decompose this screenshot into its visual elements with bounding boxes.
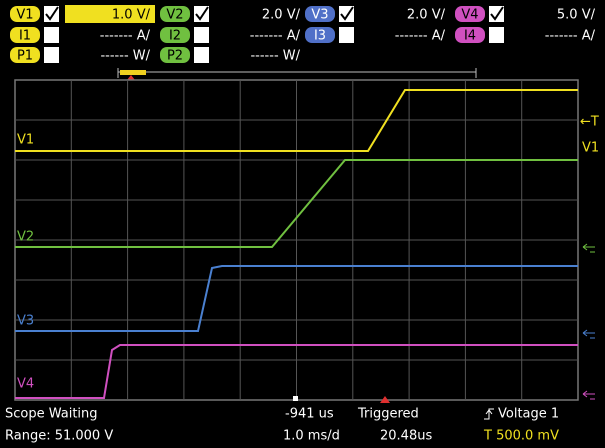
channel-badge xyxy=(10,47,40,63)
channel-checkbox xyxy=(489,27,504,43)
channel-scale: ------- A/ xyxy=(100,29,151,44)
scale-highlight xyxy=(65,5,155,23)
channel-checkbox xyxy=(339,27,354,43)
trace-label: V1 xyxy=(17,133,34,148)
channel-checkbox xyxy=(194,47,209,63)
channel-label: I4 xyxy=(464,29,476,44)
trace-label: V4 xyxy=(17,377,34,392)
trigger-source: Voltage 1 xyxy=(498,407,559,422)
trigger-pos xyxy=(127,75,135,80)
checkmark xyxy=(340,6,354,21)
trigger-state: Triggered xyxy=(357,407,419,422)
ground-marker xyxy=(582,243,595,253)
checkmark xyxy=(45,6,59,21)
trace-label: V2 xyxy=(17,230,34,245)
channel-label: I3 xyxy=(314,29,326,44)
channel-checkbox xyxy=(194,27,209,43)
trigger-marker-bottom xyxy=(380,396,390,403)
channel-badge xyxy=(160,27,190,43)
traces xyxy=(15,89,578,399)
trace-v3 xyxy=(15,265,578,332)
status-timebase: 1.0 ms/d xyxy=(283,429,340,444)
channel-label: I1 xyxy=(19,29,31,44)
channel-label: V1 xyxy=(16,8,33,23)
channel-scale: ------- A/ xyxy=(250,29,301,44)
channel-badge xyxy=(10,6,40,22)
channel-badge xyxy=(455,6,485,22)
trace-v1 xyxy=(15,89,578,152)
channel-scale: ------ W/ xyxy=(250,49,300,64)
channel-scale: ------ W/ xyxy=(100,49,150,64)
channel-scale: 1.0 V/ xyxy=(112,8,151,23)
channel-scale: 2.0 V/ xyxy=(262,8,301,23)
channel-label: P1 xyxy=(17,49,33,64)
checkmark xyxy=(195,6,209,21)
channel-badge xyxy=(160,6,190,22)
channel-checkbox xyxy=(44,27,59,43)
channel-badge xyxy=(10,27,40,43)
edge-icon xyxy=(484,408,494,420)
trigger-level: T 500.0 mV xyxy=(483,429,559,444)
channel-label: I2 xyxy=(169,29,181,44)
channel-badge xyxy=(305,6,335,22)
channel-label: V2 xyxy=(166,8,183,23)
status-state: Scope Waiting xyxy=(5,407,98,422)
status-offset: -941 us xyxy=(285,407,334,422)
trigger-marker: ←T xyxy=(580,115,599,130)
channel-scale: ------- A/ xyxy=(545,29,596,44)
channel-badge xyxy=(305,27,335,43)
trigger-time: 20.48us xyxy=(380,429,432,444)
trace-v4 xyxy=(15,344,578,399)
trace-label: V3 xyxy=(17,314,34,329)
trace-v2 xyxy=(15,159,578,248)
ground-marker xyxy=(582,390,595,400)
channel-scale: 5.0 V/ xyxy=(557,8,596,23)
position-marker xyxy=(293,396,298,401)
channel-badge xyxy=(455,27,485,43)
channel-badge xyxy=(160,47,190,63)
channel-label: P2 xyxy=(167,49,183,64)
status-range: Range: 51.000 V xyxy=(5,429,113,444)
channel-label: V3 xyxy=(311,8,328,23)
channel-scale: 2.0 V/ xyxy=(407,8,446,23)
timeline-window xyxy=(120,70,146,75)
ground-marker xyxy=(582,329,595,339)
channel-label: V4 xyxy=(461,8,478,23)
channel-checkbox xyxy=(44,47,59,63)
checkmark xyxy=(490,6,504,21)
reference-marker: V1 xyxy=(582,141,599,156)
channel-scale: ------- A/ xyxy=(395,29,446,44)
